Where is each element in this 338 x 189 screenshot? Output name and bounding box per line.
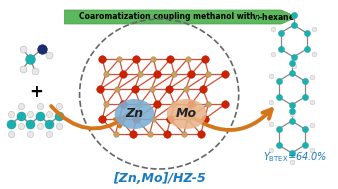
FancyArrowPatch shape — [190, 109, 272, 130]
Text: Mo: Mo — [176, 107, 197, 120]
Text: +: + — [29, 83, 43, 101]
FancyArrowPatch shape — [51, 106, 125, 129]
Text: $\mathit{n}$-hexane: $\mathit{n}$-hexane — [254, 11, 295, 22]
Text: [Zn,Mo]/HZ-5: [Zn,Mo]/HZ-5 — [113, 171, 206, 184]
Ellipse shape — [167, 99, 207, 129]
FancyArrow shape — [65, 10, 296, 24]
Text: Zn: Zn — [125, 107, 144, 120]
Text: $Y_{\mathrm{BTEX}}$=64.0%: $Y_{\mathrm{BTEX}}$=64.0% — [263, 150, 328, 164]
Text: Coaromatization coupling methanol with: Coaromatization coupling methanol with — [79, 12, 258, 21]
Ellipse shape — [115, 99, 154, 129]
